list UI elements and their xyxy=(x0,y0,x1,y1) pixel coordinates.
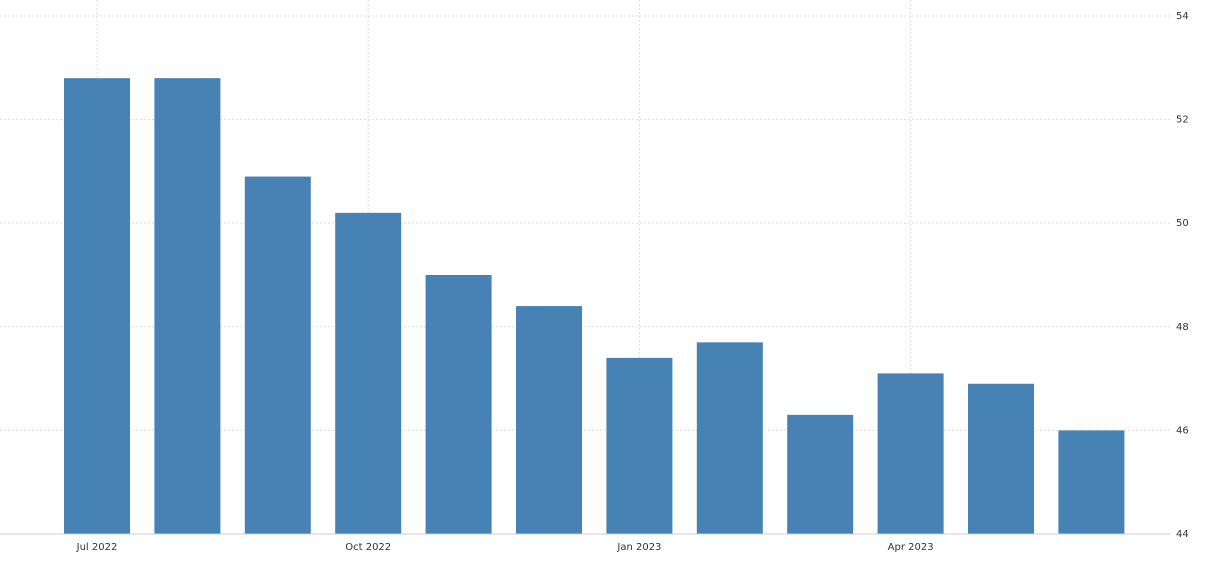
y-tick-label: 48 xyxy=(1176,322,1189,333)
y-tick-label: 50 xyxy=(1176,218,1189,229)
bar xyxy=(516,306,582,534)
x-tick-label: Jul 2022 xyxy=(76,542,118,553)
bar xyxy=(154,78,221,534)
bar xyxy=(606,357,673,534)
x-tick-label: Oct 2022 xyxy=(345,542,391,553)
x-tick-label: Apr 2023 xyxy=(888,542,934,553)
bar xyxy=(425,275,492,534)
y-tick-label: 44 xyxy=(1176,529,1189,540)
bar xyxy=(1058,430,1125,534)
bar xyxy=(244,176,311,534)
bar xyxy=(696,342,763,534)
bar xyxy=(877,373,944,534)
y-tick-label: 52 xyxy=(1176,115,1189,126)
x-tick-label: Jan 2023 xyxy=(616,542,661,553)
bar xyxy=(787,414,854,534)
y-tick-label: 46 xyxy=(1176,425,1189,436)
bar xyxy=(64,78,130,534)
bar xyxy=(335,212,402,534)
bar xyxy=(968,383,1034,534)
y-tick-label: 54 xyxy=(1176,11,1189,22)
